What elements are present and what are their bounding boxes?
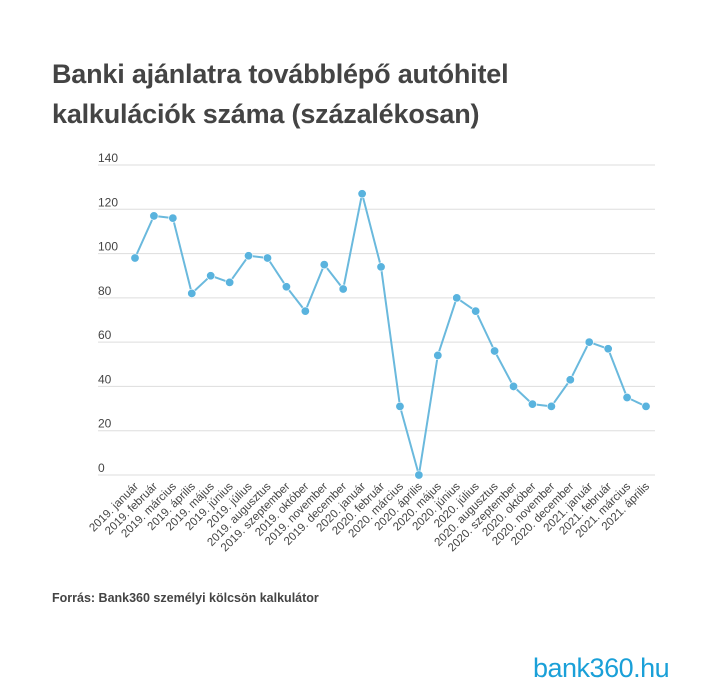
data-point[interactable] bbox=[546, 401, 556, 411]
data-point[interactable] bbox=[603, 344, 613, 354]
y-tick-label: 40 bbox=[98, 372, 112, 386]
y-tick-label: 0 bbox=[98, 461, 105, 475]
data-point[interactable] bbox=[300, 306, 310, 316]
data-point[interactable] bbox=[168, 213, 178, 223]
data-point[interactable] bbox=[319, 260, 329, 270]
data-point[interactable] bbox=[433, 350, 443, 360]
series-line-0 bbox=[134, 192, 647, 476]
data-point[interactable] bbox=[357, 189, 367, 199]
data-points bbox=[130, 189, 651, 480]
data-point[interactable] bbox=[414, 470, 424, 480]
y-tick-label: 100 bbox=[98, 240, 118, 254]
series-line bbox=[134, 192, 647, 476]
data-point[interactable] bbox=[206, 271, 216, 281]
y-tick-label: 60 bbox=[98, 328, 112, 342]
data-point[interactable] bbox=[471, 306, 481, 316]
bank360-logo[interactable]: bank360.hu bbox=[533, 653, 670, 683]
y-tick-label: 120 bbox=[98, 195, 118, 209]
source-note: Forrás: Bank360 személyi kölcsön kalkulá… bbox=[52, 591, 319, 605]
chart-title-line-2: kalkulációk száma (százalékosan) bbox=[52, 99, 480, 129]
data-point[interactable] bbox=[225, 277, 235, 287]
data-point[interactable] bbox=[338, 284, 348, 294]
chart-title: Banki ajánlatra továbblépő autóhitel kal… bbox=[52, 54, 652, 134]
data-point[interactable] bbox=[641, 401, 651, 411]
data-point[interactable] bbox=[565, 375, 575, 385]
data-point[interactable] bbox=[584, 337, 594, 347]
y-tick-label: 80 bbox=[98, 284, 112, 298]
logo-text-zero: 0 bbox=[618, 653, 634, 683]
y-tick-label: 140 bbox=[98, 151, 118, 165]
logo-text-post: .hu bbox=[633, 653, 670, 683]
data-point[interactable] bbox=[395, 401, 405, 411]
data-point[interactable] bbox=[376, 262, 386, 272]
data-point[interactable] bbox=[452, 293, 462, 303]
y-tick-label: 20 bbox=[98, 417, 112, 431]
data-point[interactable] bbox=[130, 253, 140, 263]
logo-text-pre: bank36 bbox=[533, 653, 619, 683]
data-point[interactable] bbox=[622, 392, 632, 402]
chart-title-line-1: Banki ajánlatra továbblépő autóhitel bbox=[52, 59, 509, 89]
data-point[interactable] bbox=[509, 381, 519, 391]
y-axis-tick-labels: 0 20 40 60 80 100 120 140 bbox=[98, 151, 118, 475]
data-point[interactable] bbox=[527, 399, 537, 409]
data-point[interactable] bbox=[262, 253, 272, 263]
data-point[interactable] bbox=[244, 251, 254, 261]
grid-lines bbox=[98, 164, 655, 476]
data-point[interactable] bbox=[281, 282, 291, 292]
data-point[interactable] bbox=[187, 288, 197, 298]
data-point[interactable] bbox=[490, 346, 500, 356]
data-point[interactable] bbox=[149, 211, 159, 221]
